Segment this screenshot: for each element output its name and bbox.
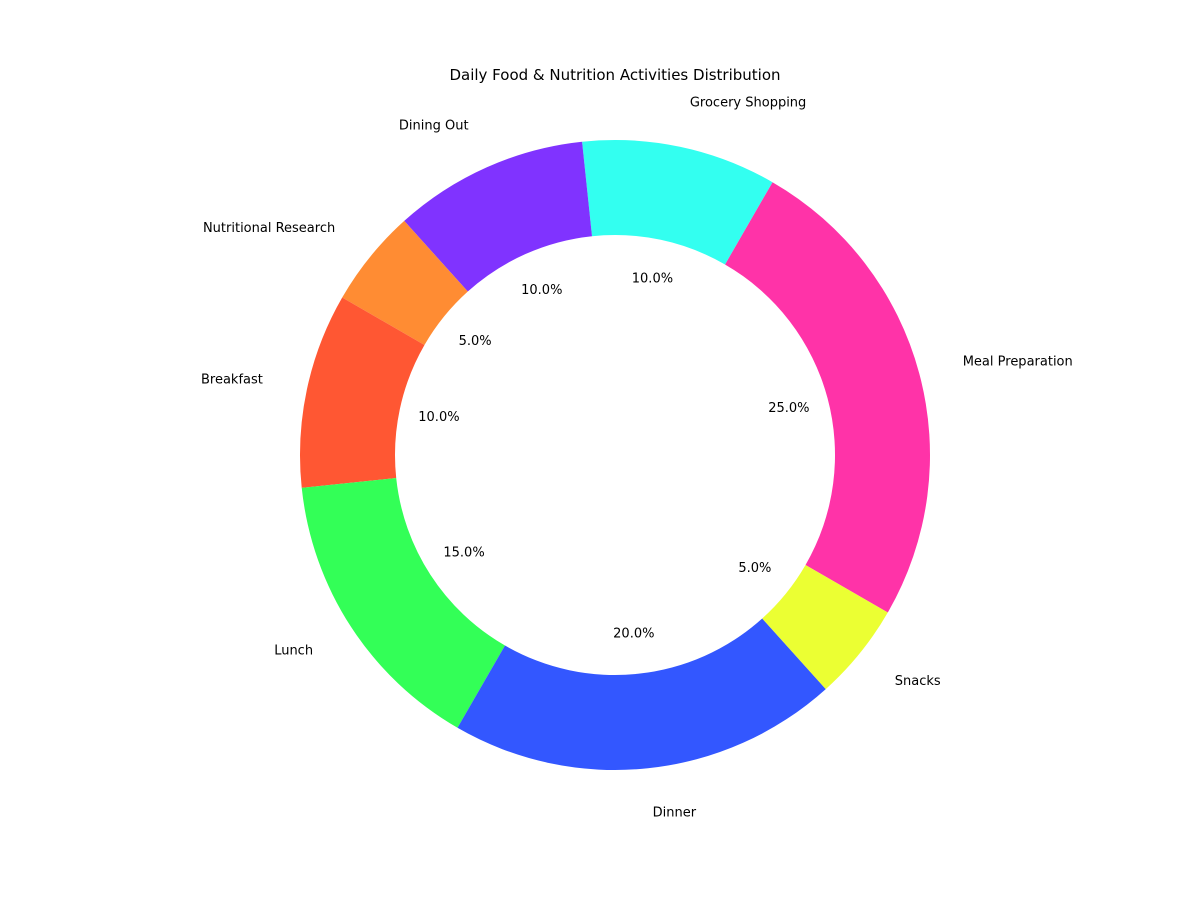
percent-snacks: 5.0% xyxy=(738,561,771,576)
label-grocery-shopping: Grocery Shopping xyxy=(690,95,806,110)
slice-dinner xyxy=(457,618,826,770)
percent-grocery-shopping: 10.0% xyxy=(632,271,673,286)
slice-nutritional-research xyxy=(342,220,468,345)
label-breakfast: Breakfast xyxy=(201,373,263,388)
slice-grocery-shopping xyxy=(582,140,773,265)
label-dinner: Dinner xyxy=(653,806,697,821)
label-lunch: Lunch xyxy=(274,644,313,659)
label-snacks: Snacks xyxy=(895,674,941,689)
percent-meal-preparation: 25.0% xyxy=(768,401,809,416)
label-dining-out: Dining Out xyxy=(399,119,469,134)
slice-snacks xyxy=(762,565,888,690)
slice-lunch xyxy=(301,477,505,728)
label-nutritional-research: Nutritional Research xyxy=(203,221,335,236)
percent-dining-out: 10.0% xyxy=(521,283,562,298)
percent-breakfast: 10.0% xyxy=(418,410,459,425)
chart-title: Daily Food & Nutrition Activities Distri… xyxy=(449,66,780,84)
category-labels: Meal Preparation Grocery Shopping Dining O… xyxy=(201,95,1073,820)
donut-slices xyxy=(300,140,930,770)
percent-labels: 25.0% 10.0% 10.0% 5.0% 10.0% 15.0% 20.0% 5.0% xyxy=(418,271,809,641)
percent-lunch: 15.0% xyxy=(443,546,484,561)
percent-nutritional-research: 5.0% xyxy=(459,334,492,349)
slice-breakfast xyxy=(300,297,425,488)
slice-dining-out xyxy=(404,141,593,292)
percent-dinner: 20.0% xyxy=(613,627,654,642)
label-meal-preparation: Meal Preparation xyxy=(963,354,1073,369)
slice-meal-preparation xyxy=(725,182,930,613)
